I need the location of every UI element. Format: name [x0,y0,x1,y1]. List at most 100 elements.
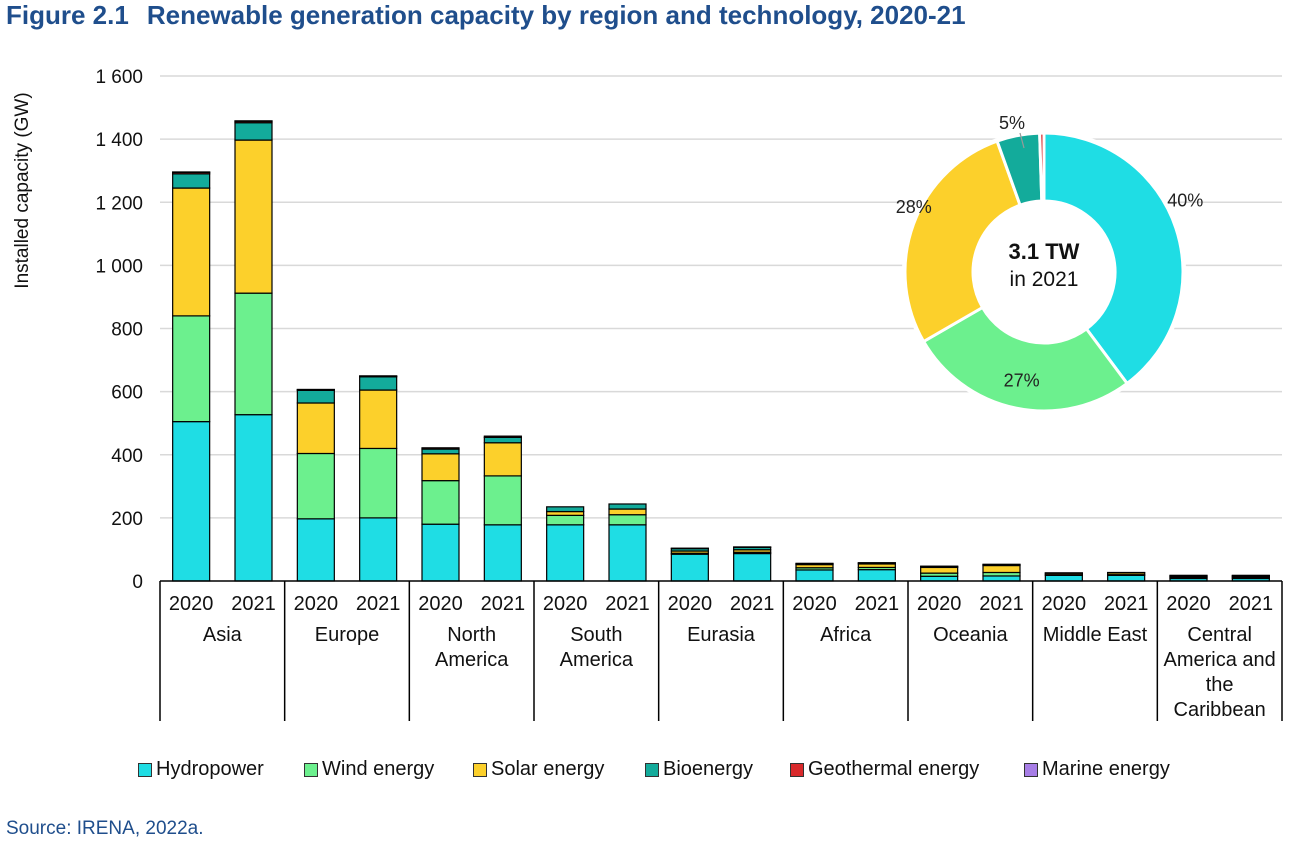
bar-segment [546,506,585,513]
bar-segment [733,546,772,549]
bar-segment [795,562,834,565]
legend-item: Geothermal energy [790,758,979,781]
y-tick-label: 200 [111,509,143,530]
x-group-label: Central America and the Caribbean [1164,624,1276,721]
donut-slice [921,305,1130,413]
bar-segment [982,563,1021,566]
bar-segment [608,503,647,510]
bar-segment [234,414,273,582]
legend-item: Wind energy [304,758,434,781]
figure-title-text: Renewable generation capacity by region … [146,0,966,30]
legend-swatch [790,762,804,777]
bar-segment [670,553,709,582]
x-year-label: 2021 [481,593,526,615]
bar-segment [1107,571,1146,574]
y-tick-label: 400 [111,446,143,467]
bar-segment [296,402,335,455]
bar-segment [483,524,522,582]
donut-leader-line [1019,132,1025,149]
bar-segment [546,524,585,582]
source-note: Source: IRENA, 2022a. [6,818,204,839]
donut-slice-label: 5% [999,113,1025,133]
bar-segment [234,122,273,141]
donut-center-label: 3.1 TW [1009,239,1080,264]
y-axis-label: Installed capacity (GW) [12,92,33,288]
x-year-label: 2020 [543,593,588,615]
x-group-label: North America [435,624,509,671]
y-tick-label: 800 [111,320,143,341]
x-year-label: 2020 [1166,593,1211,615]
legend-item: Solar energy [473,758,604,781]
x-year-label: 2020 [294,593,339,615]
bar-segment [920,566,959,574]
legend-item: Hydropower [138,758,264,781]
bar-segment [359,376,398,391]
x-group-label: Middle East [1043,624,1148,646]
bar-segment [172,173,211,189]
legend-label: Geothermal energy [808,758,980,780]
x-year-label: 2020 [418,593,463,615]
bar-segment [670,547,709,550]
bar-segment [421,523,460,582]
bar-segment [172,171,211,174]
legend-label: Solar energy [491,758,605,780]
legend-label: Bioenergy [663,758,754,780]
bar-segment [1231,574,1270,577]
bar-segment [359,517,398,582]
bar-segment [608,524,647,582]
bar-segment [359,389,398,450]
y-tick-label: 1 000 [95,256,143,277]
bar-segment [546,514,585,526]
legend-swatch [473,762,487,777]
x-year-label: 2020 [668,593,713,615]
donut-slice-label: 28% [896,197,932,217]
x-year-label: 2021 [1104,593,1149,615]
x-year-label: 2021 [855,593,900,615]
y-tick-label: 1 400 [95,130,143,151]
legend-swatch [645,762,659,777]
donut-slice [1038,131,1046,203]
y-tick-label: 1 200 [95,193,143,214]
donut-slice [1042,131,1185,386]
bar-segment [172,421,211,582]
bar-segment [296,389,335,404]
legend-swatch [138,762,152,777]
bar-segment [1044,574,1083,582]
legend-item: Marine energy [1024,758,1170,781]
x-year-label: 2021 [730,593,775,615]
bar-segment [421,448,460,455]
bar-segment [857,562,896,564]
bar-segment [608,508,647,516]
y-tick-label: 600 [111,383,143,404]
bar-segment [857,569,896,582]
legend-label: Hydropower [156,758,264,780]
chart-legend: Hydropower Wind energy Solar energy Bioener… [0,758,1296,784]
x-year-label: 2020 [1042,593,1087,615]
bar-segment [296,388,335,391]
x-year-label: 2021 [231,593,276,615]
bar-segment [359,375,398,377]
legend-swatch [1024,762,1038,777]
bar-segment [982,564,1021,574]
figure-number: Figure 2.1 [6,0,129,30]
donut-slice [903,139,1022,344]
bar-segment [421,453,460,482]
x-group-label: Africa [820,624,872,646]
bar-segment [1044,572,1083,574]
bar-segment [296,518,335,582]
donut-center-sublabel: in 2021 [1010,268,1079,291]
bar-segment [982,575,1021,582]
donut-slice-label: 27% [1004,371,1040,391]
legend-item: Bioenergy [645,758,753,781]
bar-segment [234,292,273,416]
x-year-label: 2021 [1229,593,1274,615]
x-group-label: Eurasia [687,624,756,646]
bar-segment [608,514,647,526]
x-year-label: 2020 [917,593,962,615]
bar-segment [483,442,522,477]
bar-segment [733,552,772,582]
bar-segment [795,569,834,582]
bar-segment [1107,574,1146,582]
x-group-label: Asia [203,624,243,646]
